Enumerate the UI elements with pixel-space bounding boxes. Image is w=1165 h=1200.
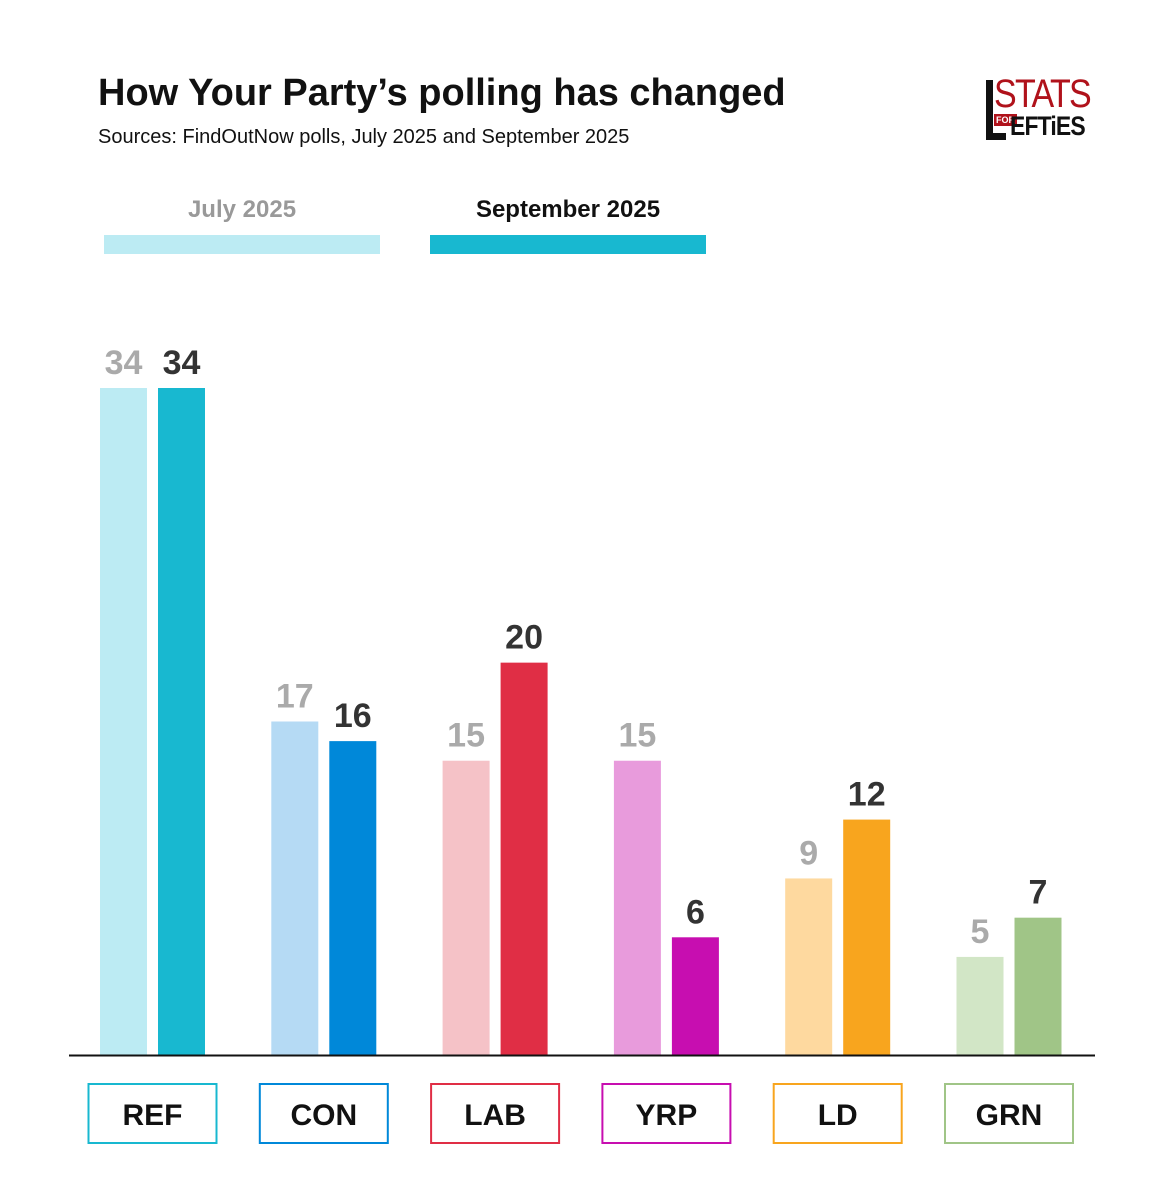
chart-subtitle: Sources: FindOutNow polls, July 2025 and… bbox=[98, 126, 630, 148]
legend-label-july: July 2025 bbox=[187, 196, 297, 223]
category-label-con: CON bbox=[290, 1099, 357, 1132]
category-label-yrp: YRP bbox=[636, 1099, 698, 1132]
bar-lab-september bbox=[500, 662, 548, 1055]
data-label-con-july: 17 bbox=[276, 678, 314, 716]
bar-yrp-july bbox=[613, 760, 661, 1055]
bar-ld-september bbox=[843, 819, 891, 1055]
data-label-ref-september: 34 bbox=[163, 344, 201, 382]
bar-grn-september bbox=[1014, 917, 1062, 1055]
category-box-lab bbox=[430, 1083, 561, 1144]
logo-lefties-text: EFTiES bbox=[1010, 111, 1086, 141]
data-label-grn-september: 7 bbox=[1029, 874, 1048, 912]
category-box-ld bbox=[772, 1083, 903, 1144]
bar-con-september bbox=[329, 741, 377, 1055]
bar-lab-july bbox=[442, 760, 490, 1055]
category-label-ref: REF bbox=[123, 1099, 183, 1132]
data-label-ref-july: 34 bbox=[105, 344, 143, 382]
category-box-yrp bbox=[601, 1083, 732, 1144]
bar-yrp-september bbox=[671, 937, 719, 1055]
bar-ref-july bbox=[100, 388, 147, 1055]
data-label-grn-july: 5 bbox=[971, 913, 990, 951]
bar-ld-july bbox=[785, 878, 833, 1055]
chart-title: How Your Party’s polling has changed bbox=[98, 72, 786, 114]
data-label-ld-september: 12 bbox=[848, 776, 886, 814]
logo-for-text: FOR bbox=[994, 114, 1017, 126]
logo-stats-text: STATS bbox=[994, 72, 1092, 116]
logo-l-bar bbox=[986, 80, 993, 140]
category-label-grn: GRN bbox=[976, 1099, 1043, 1132]
category-label-ld: LD bbox=[818, 1099, 858, 1132]
data-label-lab-september: 20 bbox=[505, 619, 543, 657]
data-label-con-september: 16 bbox=[334, 697, 372, 735]
legend-swatch-september bbox=[430, 235, 706, 254]
data-label-yrp-july: 15 bbox=[618, 717, 656, 755]
category-box-ref bbox=[87, 1083, 218, 1144]
bar-ref-september bbox=[158, 388, 205, 1055]
bar-con-july bbox=[271, 721, 319, 1055]
data-label-yrp-september: 6 bbox=[686, 893, 705, 931]
logo-l-base bbox=[986, 133, 1006, 140]
data-label-ld-july: 9 bbox=[799, 834, 818, 872]
bar-grn-july bbox=[956, 956, 1004, 1055]
category-label-lab: LAB bbox=[464, 1099, 526, 1132]
stats-for-lefties-logo: STATS FOR EFTiES bbox=[986, 74, 1092, 144]
legend-label-september: September 2025 bbox=[475, 196, 661, 223]
category-box-con bbox=[258, 1083, 389, 1144]
data-label-lab-july: 15 bbox=[447, 717, 485, 755]
category-box-grn bbox=[944, 1083, 1074, 1144]
legend-swatch-july bbox=[104, 235, 380, 254]
